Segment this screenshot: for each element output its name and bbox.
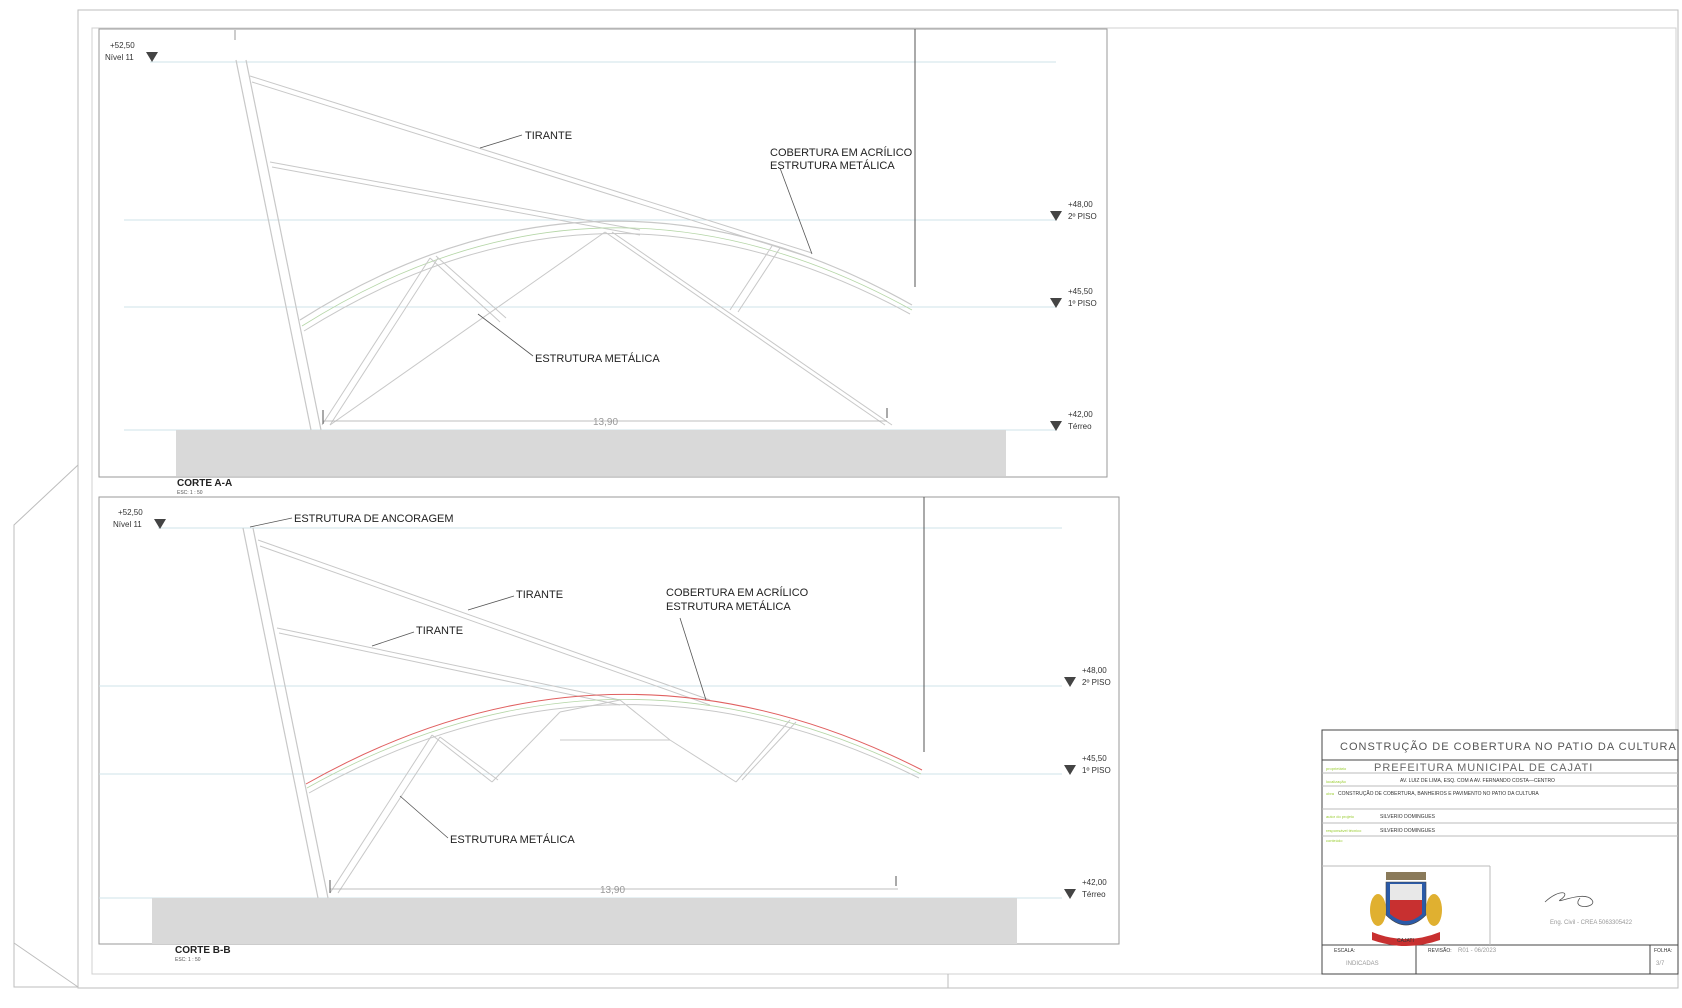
title-block-heading: CONSTRUÇÃO DE COBERTURA NO PATIO DA CULT…: [1340, 740, 1677, 753]
level-marker-icon: [1064, 889, 1076, 899]
level-marker-icon: [146, 52, 158, 62]
section-b-title: CORTE B-B: [175, 945, 231, 956]
signature-mark: [1544, 892, 1594, 907]
label-estrutura-b: ESTRUTURA METÁLICA: [450, 833, 575, 846]
title-block-sheet-key: FOLHA:: [1654, 948, 1672, 954]
section-a-title: CORTE A-A: [177, 478, 232, 489]
municipal-seal-icon: CAJATI: [1370, 872, 1442, 946]
level-a-2-elev: +45,50: [1068, 287, 1093, 296]
title-block-author-key: autor do projeto: [1326, 814, 1355, 819]
label-cobertura-a-2: ESTRUTURA METÁLICA: [770, 159, 895, 172]
title-block-address-key: localização: [1326, 779, 1347, 784]
signature-text: Eng. Civil - CREA 5063305422: [1550, 920, 1633, 926]
label-cobertura-b-2: ESTRUTURA METÁLICA: [666, 600, 791, 613]
title-block-client: PREFEITURA MUNICIPAL DE CAJATI: [1374, 762, 1593, 774]
title-block-notes-key: conteúdo: [1326, 838, 1343, 843]
section-b-scale: ESC: 1 : 50: [175, 957, 201, 963]
level-a-0-elev: +52,50: [110, 41, 135, 50]
dimension-label-b: 13,90: [600, 885, 625, 896]
level-b-0-elev: +52,50: [118, 508, 143, 517]
label-cobertura-a-1: COBERTURA EM ACRÍLICO: [770, 146, 913, 159]
label-tirante-b-2: TIRANTE: [416, 625, 463, 637]
seal-text: CAJATI: [1397, 938, 1414, 944]
level-a-1-name: 2º PISO: [1068, 212, 1097, 221]
title-block-scale: INDICADAS: [1346, 961, 1379, 967]
sheet-frame: [13, 9, 1679, 989]
title-block-revision: R01 - 06/2023: [1458, 948, 1497, 954]
section-a-scale: ESC: 1 : 50: [177, 490, 203, 496]
title-block: CONSTRUÇÃO DE COBERTURA NO PATIO DA CULT…: [1321, 729, 1679, 975]
title-block-scale-key: ESCALA:: [1334, 948, 1355, 954]
level-b-2-name: 1º PISO: [1082, 766, 1111, 775]
section-b-drawing: 13,90 ESTRUTURA DE ANCORAGEM TIRANTE TIR…: [98, 496, 1120, 963]
level-a-3-elev: +42,00: [1068, 410, 1093, 419]
label-estrutura-a: ESTRUTURA METÁLICA: [535, 352, 660, 365]
level-a-3-name: Térreo: [1068, 422, 1092, 431]
title-block-sheet: 3/7: [1656, 961, 1665, 967]
section-a-drawing: 13,90 TIRANTE COBERTURA EM ACRÍLICO ESTR…: [98, 28, 1108, 496]
title-block-resp-key: responsável técnico: [1326, 828, 1362, 833]
level-b-3-name: Térreo: [1082, 890, 1106, 899]
label-tirante-a: TIRANTE: [525, 130, 572, 142]
level-marker-icon: [154, 519, 166, 529]
level-marker-icon: [1050, 298, 1062, 308]
dimension-label-a: 13,90: [593, 417, 618, 428]
title-block-description: CONSTRUÇÃO DE COBERTURA, BANHEIROS E PAV…: [1338, 790, 1539, 797]
title-block-responsible: SILVERIO DOMINGUES: [1380, 828, 1436, 834]
label-tirante-b-1: TIRANTE: [516, 589, 563, 601]
level-b-2-elev: +45,50: [1082, 754, 1107, 763]
level-b-1-elev: +48,00: [1082, 666, 1107, 675]
level-marker-icon: [1064, 765, 1076, 775]
level-marker-icon: [1064, 677, 1076, 687]
title-block-desc-key: obra: [1326, 791, 1335, 796]
title-block-revision-key: REVISÃO:: [1428, 947, 1452, 954]
title-block-address: AV. LUIZ DE LIMA, ESQ. COM A AV. FERNAND…: [1400, 778, 1555, 784]
level-marker-icon: [1050, 211, 1062, 221]
level-a-0-name: Nível 11: [105, 53, 134, 62]
level-b-0-name: Nível 11: [113, 520, 142, 529]
level-marker-icon: [1050, 421, 1062, 431]
title-block-author: SILVERIO DOMINGUES: [1380, 814, 1436, 820]
title-block-client-key: proprietário: [1326, 766, 1347, 771]
level-a-1-elev: +48,00: [1068, 200, 1093, 209]
level-a-2-name: 1º PISO: [1068, 299, 1097, 308]
label-cobertura-b-1: COBERTURA EM ACRÍLICO: [666, 586, 809, 599]
label-ancoragem-b: ESTRUTURA DE ANCORAGEM: [294, 513, 454, 525]
level-b-1-name: 2º PISO: [1082, 678, 1111, 687]
level-b-3-elev: +42,00: [1082, 878, 1107, 887]
